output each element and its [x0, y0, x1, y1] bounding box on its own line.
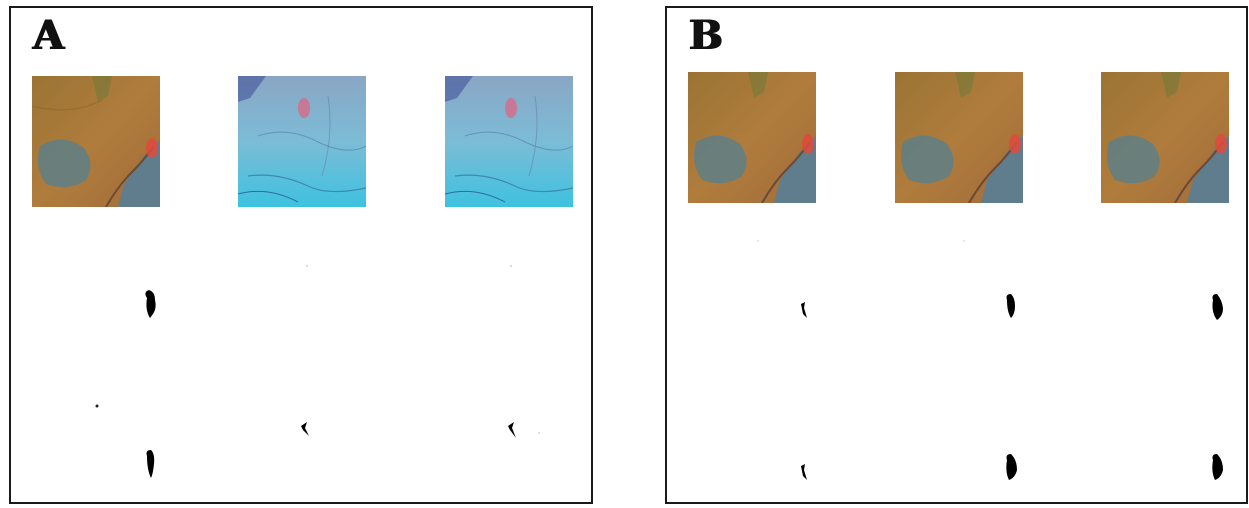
panel-a: A: [9, 6, 593, 504]
segmentation-masks: [95, 264, 540, 478]
panel-b: B: [665, 6, 1248, 504]
satellite-thumbnail: [895, 72, 1023, 203]
satellite-thumbnail: [445, 76, 573, 207]
satellite-thumbnail: [32, 76, 160, 207]
segmentation-masks: [757, 240, 1223, 480]
satellite-thumbnail: [688, 72, 816, 203]
satellite-thumbnail: [1101, 72, 1229, 203]
panel-label-b: B: [689, 12, 724, 59]
satellite-thumbnail: [238, 76, 366, 207]
panel-label-a: A: [33, 12, 66, 59]
